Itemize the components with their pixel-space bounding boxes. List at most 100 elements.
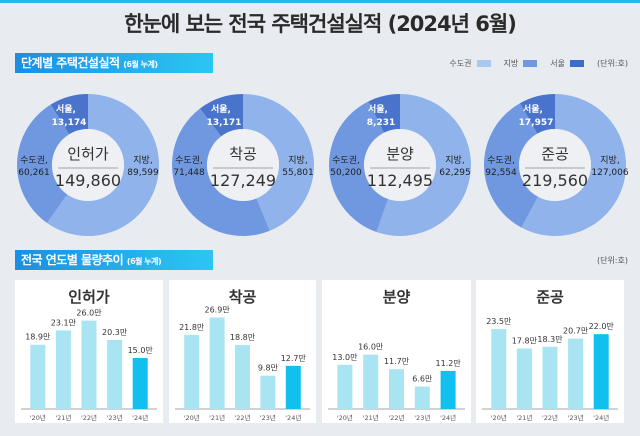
bar — [389, 369, 404, 409]
donut-title: 착공 — [229, 145, 257, 163]
slice-capital — [172, 108, 270, 236]
bar — [260, 375, 276, 409]
bar — [491, 329, 507, 409]
capital-value: 71,448 — [173, 168, 205, 178]
bar — [542, 346, 558, 409]
x-tick-label: '21년 — [516, 413, 532, 422]
slice-seoul — [520, 94, 555, 134]
donut-분양: 분양 112,495 서울, 8,231 수도권, 50,200 지방, 62,295 — [328, 94, 471, 236]
capital-label: 수도권, — [332, 154, 360, 166]
x-tick-label: '20년 — [491, 413, 507, 422]
bar-value-label: 12.7만 — [281, 354, 307, 363]
legend-swatch-local — [523, 60, 538, 67]
chart-title: 착공 — [228, 288, 257, 306]
donut-center — [52, 129, 124, 201]
capital-label: 수도권, — [487, 154, 515, 166]
bar-value-label: 26.0만 — [76, 309, 102, 318]
capital-label: 수도권, — [175, 154, 203, 166]
donut-total: 149,860 — [55, 171, 121, 190]
bar-value-label: 20.7만 — [563, 327, 589, 336]
bar-value-label: 23.1만 — [51, 318, 77, 327]
seoul-label: 서울, — [523, 103, 543, 115]
donut-center — [207, 129, 279, 201]
slice-local — [521, 94, 627, 236]
bar-chart-panel: 착공 21.8만 '20년 26.9만 '21년 18.8만 '22년 9.8만 '23년 12.… — [169, 280, 316, 423]
local-value: 55,801 — [282, 168, 314, 178]
bar — [593, 334, 609, 409]
x-tick-label: '21년 — [55, 413, 71, 422]
donut-charts: 인허가 149,860 서울, 13,174 수도권, 60,261 지방, 89,599 착공… — [16, 94, 629, 237]
slice-local — [47, 94, 160, 237]
slice-capital — [16, 104, 70, 223]
x-tick-label: '22년 — [542, 413, 558, 422]
bar-value-label: 18.3만 — [537, 335, 563, 344]
legend-label-capital: 수도권 — [449, 59, 472, 68]
bar — [30, 344, 46, 409]
donut-title: 인허가 — [67, 145, 109, 163]
slice-capital — [328, 101, 389, 232]
seoul-label: 서울, — [211, 103, 231, 115]
x-tick-label: '20년 — [184, 413, 200, 422]
capital-value: 50,200 — [330, 168, 362, 178]
donut-인허가: 인허가 149,860 서울, 13,174 수도권, 60,261 지방, 89,599 — [16, 94, 160, 237]
seoul-value: 17,957 — [519, 118, 554, 128]
page-title: 한눈에 보는 전국 주택건설실적 (2024년 6월) — [124, 12, 517, 36]
donut-total: 112,495 — [367, 171, 433, 190]
local-label: 지방, — [600, 155, 619, 166]
capital-label: 수도권, — [20, 154, 48, 166]
donut-착공: 착공 127,249 서울, 13,171 수도권, 71,448 지방, 55,801 — [172, 94, 314, 236]
local-label: 지방, — [445, 155, 464, 166]
capital-value: 92,554 — [485, 168, 517, 178]
bar — [81, 320, 97, 409]
bar — [107, 339, 123, 409]
bar — [516, 348, 532, 409]
local-value: 127,006 — [591, 168, 628, 178]
x-tick-label: '23년 — [568, 413, 584, 422]
donut-title: 준공 — [541, 145, 569, 163]
slice-seoul — [200, 94, 243, 137]
bar-value-label: 22.0만 — [589, 322, 615, 331]
bar-value-label: 18.8만 — [230, 333, 256, 342]
x-tick-label: '24년 — [440, 413, 456, 422]
bar — [209, 317, 225, 409]
x-tick-label: '23년 — [260, 413, 276, 422]
donut-준공: 준공 219,560 서울, 17,957 수도권, 92,554 지방, 127,006 — [484, 94, 629, 236]
section-subtitle: (6월 누계) — [123, 60, 158, 69]
slice-local — [376, 94, 471, 236]
unit-label: (단위:호) — [596, 256, 628, 265]
donut-center — [519, 129, 591, 201]
donut-total: 127,249 — [210, 171, 276, 190]
local-value: 62,295 — [439, 168, 471, 178]
bar-value-label: 16.0만 — [358, 343, 384, 352]
chart-title: 분양 — [382, 288, 411, 306]
local-value: 89,599 — [127, 168, 159, 178]
x-tick-label: '20년 — [30, 413, 46, 422]
bar-chart-panel: 준공 23.5만 '20년 17.8만 '21년 18.3만 '22년 20.7만 '23년 22… — [476, 280, 624, 423]
x-tick-label: '22년 — [81, 413, 97, 422]
unit-label: (단위:호) — [596, 59, 628, 68]
slice-local — [243, 94, 314, 231]
x-tick-label: '24년 — [285, 413, 301, 422]
top-accent-line — [0, 0, 640, 3]
slice-seoul — [368, 94, 400, 133]
bar — [235, 345, 250, 409]
legend-swatch-capital — [476, 60, 491, 67]
bar-value-label: 11.2만 — [436, 359, 462, 368]
x-tick-label: '24년 — [132, 413, 148, 422]
donut-center — [364, 129, 436, 201]
seoul-value: 8,231 — [367, 118, 395, 128]
bar-value-label: 11.7만 — [384, 357, 410, 366]
section-header-stage: 단계별 주택건설실적 (6월 누계) — [15, 53, 213, 73]
x-tick-label: '22년 — [388, 413, 404, 422]
bar-value-label: 26.9만 — [205, 306, 231, 315]
capital-value: 60,261 — [18, 168, 50, 178]
local-label: 지방, — [133, 155, 152, 166]
bar — [285, 365, 301, 409]
bar-value-label: 23.5만 — [486, 317, 512, 326]
legend-swatch-seoul — [569, 60, 584, 67]
slice-capital — [484, 103, 538, 228]
section-header-trend: 전국 연도별 물량추이 (6월 누계) — [15, 250, 213, 270]
seoul-label: 서울, — [56, 103, 76, 115]
seoul-label: 서울, — [368, 103, 388, 115]
bar — [132, 358, 148, 409]
